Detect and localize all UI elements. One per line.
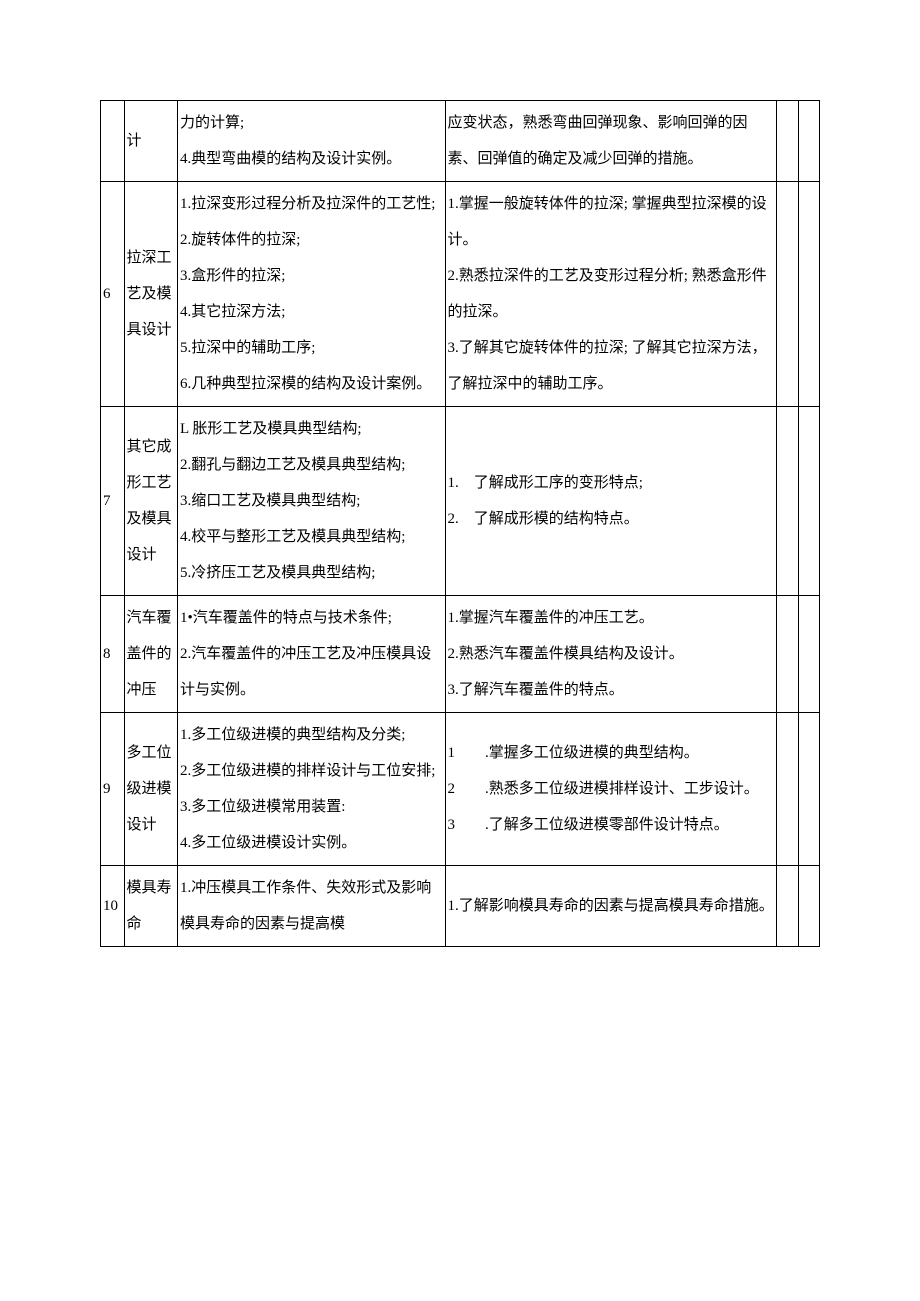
table-row: 计力的计算; 4.典型弯曲模的结构及设计实例。应变状态，熟悉弯曲回弹现象、影响回…: [101, 101, 820, 182]
row-index: 9: [101, 713, 125, 866]
empty-cell: [777, 713, 798, 866]
table-row: 10模具寿命1.冲压模具工作条件、失效形式及影响模具寿命的因素与提高模1.了解影…: [101, 866, 820, 947]
empty-cell: [777, 866, 798, 947]
table-row: 8汽车覆盖件的冲压1•汽车覆盖件的特点与技术条件; 2.汽车覆盖件的冲压工艺及冲…: [101, 596, 820, 713]
row-requirement: 1.掌握汽车覆盖件的冲压工艺。 2.熟悉汽车覆盖件模具结构及设计。 3.了解汽车…: [445, 596, 777, 713]
empty-cell: [798, 596, 819, 713]
row-title: 计: [124, 101, 177, 182]
empty-cell: [798, 713, 819, 866]
empty-cell: [798, 866, 819, 947]
row-content: 1.多工位级进模的典型结构及分类; 2.多工位级进模的排样设计与工位安排; 3.…: [178, 713, 445, 866]
table-row: 9多工位级进模设计1.多工位级进模的典型结构及分类; 2.多工位级进模的排样设计…: [101, 713, 820, 866]
row-requirement: 1 .掌握多工位级进模的典型结构。 2 .熟悉多工位级进模排样设计、工步设计。 …: [445, 713, 777, 866]
row-content: 1•汽车覆盖件的特点与技术条件; 2.汽车覆盖件的冲压工艺及冲压模具设计与实例。: [178, 596, 445, 713]
empty-cell: [777, 407, 798, 596]
row-content: 1.拉深变形过程分析及拉深件的工艺性; 2.旋转体件的拉深; 3.盒形件的拉深;…: [178, 182, 445, 407]
empty-cell: [798, 407, 819, 596]
table-row: 6拉深工艺及模具设计1.拉深变形过程分析及拉深件的工艺性; 2.旋转体件的拉深;…: [101, 182, 820, 407]
row-index: 6: [101, 182, 125, 407]
row-title: 汽车覆盖件的冲压: [124, 596, 177, 713]
row-title: 模具寿命: [124, 866, 177, 947]
row-index: 10: [101, 866, 125, 947]
row-content: L 胀形工艺及模具典型结构; 2.翻孔与翻边工艺及模具典型结构; 3.缩口工艺及…: [178, 407, 445, 596]
row-title: 多工位级进模设计: [124, 713, 177, 866]
row-title: 其它成形工艺及模具设计: [124, 407, 177, 596]
row-requirement: 应变状态，熟悉弯曲回弹现象、影响回弹的因素、回弹值的确定及减少回弹的措施。: [445, 101, 777, 182]
row-title: 拉深工艺及模具设计: [124, 182, 177, 407]
course-table: 计力的计算; 4.典型弯曲模的结构及设计实例。应变状态，熟悉弯曲回弹现象、影响回…: [100, 100, 820, 947]
empty-cell: [798, 182, 819, 407]
table-row: 7其它成形工艺及模具设计L 胀形工艺及模具典型结构; 2.翻孔与翻边工艺及模具典…: [101, 407, 820, 596]
row-content: 1.冲压模具工作条件、失效形式及影响模具寿命的因素与提高模: [178, 866, 445, 947]
row-index: 7: [101, 407, 125, 596]
row-content: 力的计算; 4.典型弯曲模的结构及设计实例。: [178, 101, 445, 182]
empty-cell: [777, 182, 798, 407]
row-requirement: 1.了解影响模具寿命的因素与提高模具寿命措施。: [445, 866, 777, 947]
row-index: [101, 101, 125, 182]
row-requirement: 1. 了解成形工序的变形特点; 2. 了解成形模的结构特点。: [445, 407, 777, 596]
row-index: 8: [101, 596, 125, 713]
empty-cell: [777, 596, 798, 713]
row-requirement: 1.掌握一般旋转体件的拉深; 掌握典型拉深模的设计。 2.熟悉拉深件的工艺及变形…: [445, 182, 777, 407]
empty-cell: [777, 101, 798, 182]
empty-cell: [798, 101, 819, 182]
